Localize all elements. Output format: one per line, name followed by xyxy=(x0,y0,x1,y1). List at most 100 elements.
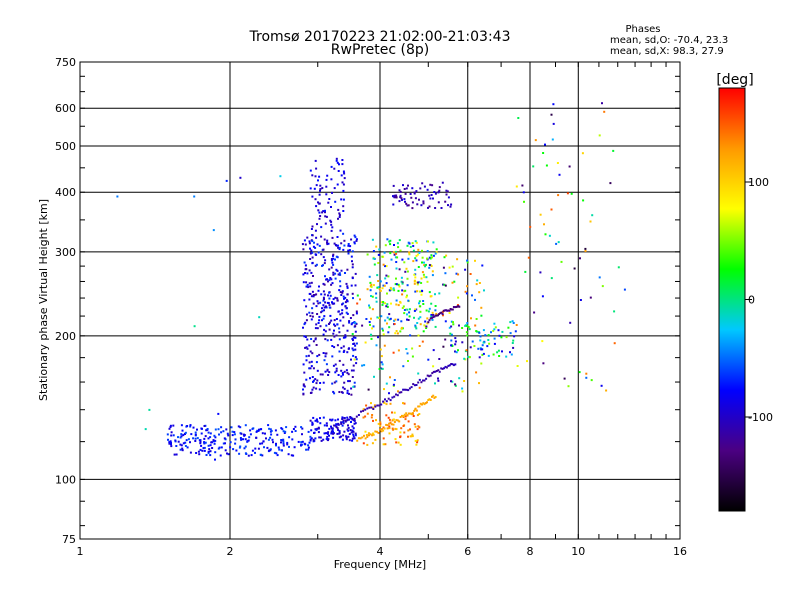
y-tick-label: 100 xyxy=(55,473,76,486)
data-point xyxy=(431,274,434,277)
data-point xyxy=(239,426,242,429)
data-point xyxy=(399,443,402,446)
data-point xyxy=(184,431,187,434)
data-point xyxy=(421,256,424,259)
data-point xyxy=(397,390,399,393)
data-point xyxy=(345,307,348,310)
colorbar xyxy=(718,87,746,512)
data-point xyxy=(481,348,484,351)
data-point xyxy=(352,419,355,422)
data-point xyxy=(407,360,409,362)
data-point xyxy=(352,354,355,357)
data-point xyxy=(312,386,315,389)
data-point xyxy=(243,447,246,450)
data-point xyxy=(333,346,336,349)
data-point xyxy=(372,406,375,409)
data-point xyxy=(356,302,359,305)
data-point xyxy=(359,298,361,301)
data-point xyxy=(429,257,432,260)
colorbar-tick-label: 100 xyxy=(748,176,769,189)
data-point xyxy=(478,282,481,284)
data-point xyxy=(233,431,236,434)
data-point xyxy=(418,413,421,415)
data-point xyxy=(344,296,347,299)
data-point xyxy=(328,198,331,200)
data-point xyxy=(449,308,452,310)
data-point xyxy=(343,172,346,175)
grid-lines xyxy=(80,62,680,539)
data-point xyxy=(370,402,372,405)
data-point xyxy=(354,356,357,359)
data-point xyxy=(473,345,476,347)
data-point xyxy=(308,344,311,347)
data-point xyxy=(315,382,318,385)
data-point xyxy=(348,439,351,442)
data-point xyxy=(352,433,355,436)
data-point xyxy=(320,439,323,442)
data-point xyxy=(206,428,209,430)
data-point xyxy=(310,429,313,432)
data-point xyxy=(331,345,334,347)
data-point xyxy=(181,447,184,450)
data-point xyxy=(384,302,386,305)
data-point xyxy=(477,347,480,350)
data-point xyxy=(309,438,312,441)
data-point xyxy=(365,434,368,436)
data-point xyxy=(310,249,313,252)
data-point xyxy=(402,365,405,368)
data-point xyxy=(312,438,315,441)
data-point xyxy=(375,344,378,347)
data-point xyxy=(469,346,472,349)
data-point xyxy=(411,435,414,438)
data-point xyxy=(346,371,349,374)
data-point xyxy=(209,432,212,435)
data-point xyxy=(166,433,169,436)
data-point xyxy=(370,283,373,286)
data-point xyxy=(199,442,202,445)
data-point xyxy=(395,303,398,306)
data-point xyxy=(482,352,485,355)
data-point xyxy=(311,195,314,198)
data-point xyxy=(352,349,355,352)
data-point xyxy=(397,441,400,444)
data-point xyxy=(269,428,272,431)
data-point xyxy=(311,307,314,310)
data-point xyxy=(169,440,172,443)
data-point xyxy=(398,420,401,423)
data-point xyxy=(194,433,197,436)
data-point xyxy=(342,363,345,366)
data-point xyxy=(393,395,396,398)
data-point xyxy=(407,389,410,392)
data-point xyxy=(184,445,187,447)
data-point xyxy=(383,401,386,404)
data-point xyxy=(172,434,175,437)
data-point xyxy=(432,241,435,244)
data-point xyxy=(338,289,341,292)
data-point xyxy=(170,443,172,446)
data-point xyxy=(383,388,385,391)
data-point xyxy=(405,267,408,270)
data-point xyxy=(267,424,270,427)
data-point xyxy=(209,444,212,447)
data-point xyxy=(319,189,321,192)
data-point xyxy=(311,251,314,254)
data-point xyxy=(331,355,334,358)
data-point xyxy=(348,321,351,324)
data-point xyxy=(207,437,210,440)
data-point xyxy=(377,431,380,434)
data-point xyxy=(209,436,212,439)
data-point xyxy=(189,425,192,428)
data-point xyxy=(406,294,408,297)
data-point xyxy=(343,417,346,419)
data-point xyxy=(371,414,374,416)
data-point xyxy=(347,249,350,252)
data-point xyxy=(337,374,340,376)
data-point xyxy=(394,256,397,259)
data-point xyxy=(432,254,435,257)
data-point xyxy=(381,363,384,366)
data-point xyxy=(340,435,342,438)
data-point xyxy=(179,443,182,446)
data-point xyxy=(340,421,343,424)
data-point xyxy=(584,250,587,252)
data-point xyxy=(498,334,501,337)
